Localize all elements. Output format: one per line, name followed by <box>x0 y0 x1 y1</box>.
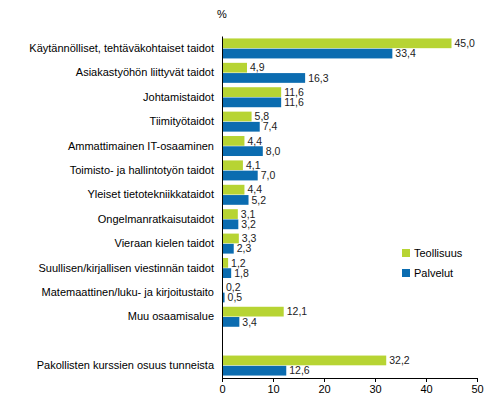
x-tick: 20 <box>318 378 330 395</box>
y-tick-label: Tiimityötaidot <box>150 115 214 127</box>
bar <box>222 244 234 254</box>
y-tick-label: Muu osaamisalue <box>128 310 214 322</box>
y-tick-label: Yleiset tietotekniikkataidot <box>87 188 214 200</box>
x-tick: 0 <box>219 378 225 395</box>
legend-label: Palvelut <box>414 267 453 279</box>
bar <box>222 112 252 122</box>
x-tick: 10 <box>267 378 279 395</box>
y-tick-label: Toimisto- ja hallintotyön taidot <box>70 164 214 176</box>
bar <box>222 366 286 376</box>
data-label: 16,3 <box>308 72 329 84</box>
x-tick: 40 <box>420 378 432 395</box>
data-label: 32,2 <box>389 354 410 366</box>
legend-swatch <box>402 269 410 277</box>
x-tick-label: 30 <box>369 383 381 395</box>
bar <box>222 317 239 327</box>
data-label: 3,4 <box>242 316 257 328</box>
data-label: 1,8 <box>234 267 249 279</box>
x-axis-line <box>223 379 478 383</box>
x-tick: 50 <box>471 378 483 395</box>
x-tick-label: 0 <box>219 383 225 395</box>
legend: Teollisuus Palvelut <box>402 247 463 279</box>
bars <box>222 38 452 375</box>
data-label: 33,4 <box>395 47 416 59</box>
y-tick: Johtamistaidot <box>143 91 222 103</box>
y-tick: Yleiset tietotekniikkataidot <box>87 188 222 200</box>
data-label: 0,5 <box>228 291 243 303</box>
x-tick-mark <box>375 378 376 382</box>
bar <box>222 63 247 73</box>
y-tick-label: Käytännölliset, tehtäväkohtaiset taidot <box>29 42 214 54</box>
y-tick: Toimisto- ja hallintotyön taidot <box>70 164 222 176</box>
x-tick-mark <box>477 378 478 382</box>
bar <box>222 122 260 132</box>
y-tick-label: Johtamistaidot <box>143 91 214 103</box>
legend-label: Teollisuus <box>414 247 463 259</box>
data-label: 4,9 <box>250 61 265 73</box>
data-labels: 45,04,911,65,84,44,14,43,13,31,20,212,13… <box>226 37 475 376</box>
x-tick-mark <box>222 378 223 382</box>
bar <box>222 195 249 205</box>
x-tick-mark <box>324 378 325 382</box>
bar <box>222 209 238 219</box>
legend-swatch <box>402 249 410 257</box>
bar <box>222 49 392 59</box>
x-tick-mark <box>426 378 427 382</box>
y-tick-label: Suullisen/kirjallisen viestinnän taidot <box>39 262 214 274</box>
y-tick-label: Matemaattinen/luku- ja kirjoitustaito <box>42 286 214 298</box>
y-tick-label: Ammattimainen IT-osaaminen <box>68 140 214 152</box>
y-tick-label: Pakollisten kurssien osuus tunneista <box>37 359 215 371</box>
bar <box>222 38 452 48</box>
y-tick-label: Asiakastyöhön liittyvät taidot <box>76 66 214 78</box>
data-label: 4,1 <box>246 159 261 171</box>
x-tick-label: 50 <box>471 383 483 395</box>
data-label: 2,3 <box>237 242 252 254</box>
data-label: 12,1 <box>287 305 308 317</box>
y-axis: Käytännölliset, tehtäväkohtaiset taidot A… <box>29 37 222 379</box>
bar <box>222 136 244 146</box>
data-label: 5,2 <box>252 194 267 206</box>
y-tick-label: Vieraan kielen taidot <box>115 237 214 249</box>
x-axis: 0 10 20 30 40 50 <box>219 378 483 395</box>
data-label: 11,6 <box>284 96 304 108</box>
y-tick: Ongelmanratkaisutaidot <box>98 213 222 225</box>
x-tick-label: 20 <box>318 383 330 395</box>
chart: 45,04,911,65,84,44,14,43,13,31,20,212,13… <box>0 0 496 411</box>
x-tick-label: 40 <box>420 383 432 395</box>
y-tick: Asiakastyöhön liittyvät taidot <box>76 66 222 78</box>
bar <box>222 268 231 278</box>
bar <box>222 160 243 170</box>
bar <box>222 185 244 195</box>
bar <box>222 87 281 97</box>
y-tick: Suullisen/kirjallisen viestinnän taidot <box>39 262 222 274</box>
data-label: 4,4 <box>247 135 262 147</box>
x-tick-label: 10 <box>267 383 279 395</box>
data-label: 12,6 <box>289 364 310 376</box>
y-tick: Vieraan kielen taidot <box>115 237 222 249</box>
bar <box>222 219 238 229</box>
y-tick: Matemaattinen/luku- ja kirjoitustaito <box>42 286 222 298</box>
bar <box>222 146 263 156</box>
y-tick: Tiimityötaidot <box>150 115 222 127</box>
data-label: 8,0 <box>266 145 281 157</box>
y-tick: Pakollisten kurssien osuus tunneista <box>37 359 222 371</box>
bar <box>222 73 305 83</box>
data-label: 45,0 <box>455 37 476 49</box>
x-tick-mark <box>273 378 274 382</box>
data-label: 7,4 <box>263 120 278 132</box>
y-tick: Käytännölliset, tehtäväkohtaiset taidot <box>29 42 222 54</box>
data-label: 3,2 <box>241 218 256 230</box>
y-axis-line <box>222 37 223 379</box>
axis-unit: % <box>217 8 227 20</box>
x-tick: 30 <box>369 378 381 395</box>
bar <box>222 171 258 181</box>
y-tick: Muu osaamisalue <box>128 310 222 322</box>
bar <box>222 97 281 107</box>
y-tick: Ammattimainen IT-osaaminen <box>68 140 222 152</box>
y-tick-label: Ongelmanratkaisutaidot <box>98 213 214 225</box>
data-label: 7,0 <box>261 169 276 181</box>
